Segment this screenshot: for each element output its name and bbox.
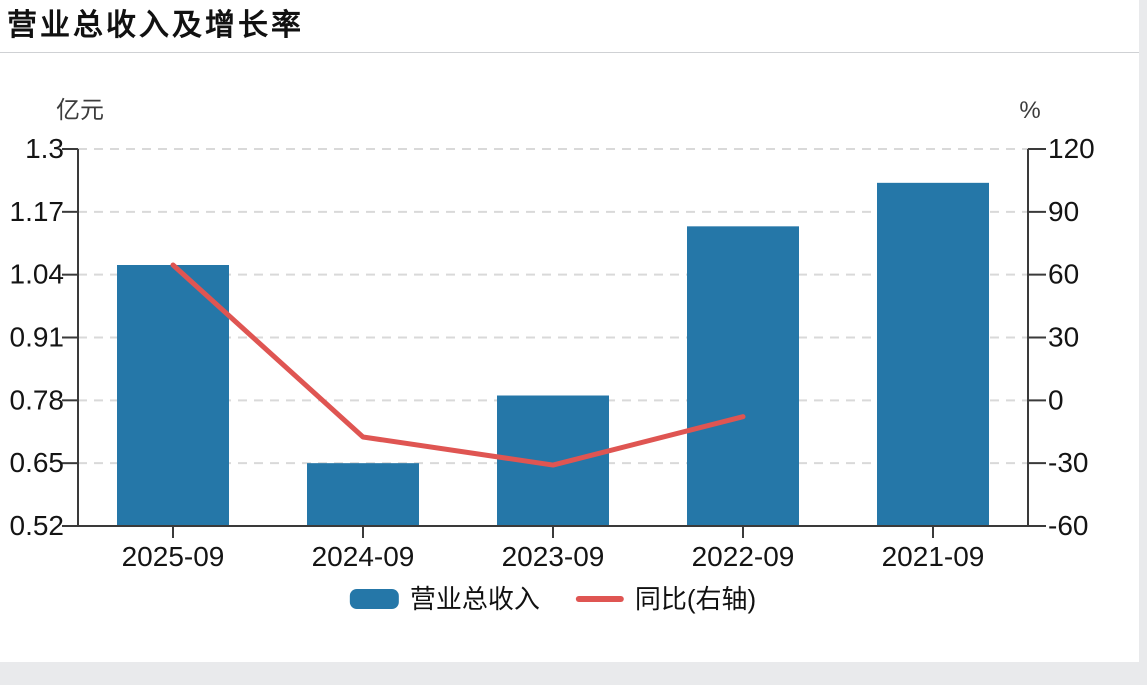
tick-label-right: 0 <box>1048 384 1064 415</box>
tick-label-right: -30 <box>1048 447 1088 478</box>
tick-label-left: 0.52 <box>10 510 65 541</box>
chart-canvas: 1.3 1.17 1.04 0.91 0.78 0.65 0.52 120 90 60 30 0 -30… <box>10 97 1095 572</box>
legend-line-swatch <box>575 596 624 602</box>
tick-label-left: 1.3 <box>25 133 64 164</box>
bar-2021-09[interactable] <box>877 182 989 527</box>
tick-label-right: 90 <box>1048 196 1079 227</box>
bar-2022-09[interactable] <box>687 226 799 527</box>
tick-label-left: 0.65 <box>10 447 65 478</box>
x-tick-label: 2021-09 <box>882 541 985 572</box>
tick-label-right: 60 <box>1048 259 1079 290</box>
chart-card: 营业总收入及增长率 1.3 1.17 1.04 0.91 0.78 0.65 0.52 120… <box>0 0 1139 662</box>
bar-2024-09[interactable] <box>307 463 419 526</box>
legend-item-yoy[interactable]: 同比(右轴) <box>575 584 757 614</box>
tick-label-right: 120 <box>1048 133 1095 164</box>
x-tick-label: 2023-09 <box>502 541 605 572</box>
legend-item-label: 营业总收入 <box>409 584 540 614</box>
legend-bar-swatch <box>349 589 399 609</box>
tick-label-right: 30 <box>1048 322 1079 353</box>
legend-item-label: 同比(右轴) <box>634 584 757 614</box>
chart-legend: 营业总收入 同比(右轴) <box>349 584 757 614</box>
right-axis-unit-label: % <box>1019 97 1040 124</box>
x-tick-label: 2025-09 <box>122 541 225 572</box>
x-tick-label: 2024-09 <box>312 541 415 572</box>
tick-label-right: -60 <box>1048 510 1088 541</box>
tick-label-left: 1.04 <box>10 259 65 290</box>
tick-label-left: 1.17 <box>10 196 65 227</box>
yoy-line[interactable] <box>170 262 746 468</box>
tick-label-left: 0.78 <box>10 384 65 415</box>
title-divider <box>0 52 1139 53</box>
left-axis-unit-label: 亿元 <box>56 97 104 124</box>
chart-title: 营业总收入及增长率 <box>7 9 304 42</box>
bar-2025-09[interactable] <box>117 265 229 526</box>
tick-label-left: 0.91 <box>10 322 65 353</box>
x-tick-label: 2022-09 <box>692 541 795 572</box>
legend-item-revenue[interactable]: 营业总收入 <box>349 584 540 614</box>
